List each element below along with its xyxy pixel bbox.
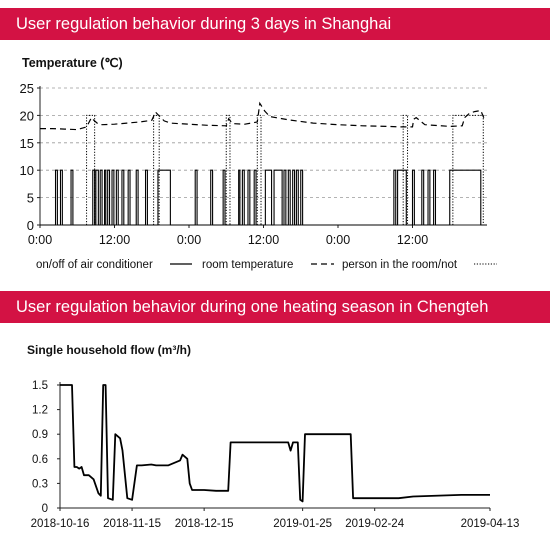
x-tick-label-5: 12:00 xyxy=(397,233,428,247)
y-tick-label-10: 10 xyxy=(20,163,34,178)
series-household-flow xyxy=(60,384,490,503)
y-tick-label-15: 15 xyxy=(20,136,34,151)
series-ac-onoff xyxy=(40,169,487,226)
y-tick-label-0: 0 xyxy=(27,218,34,233)
flow-y-tick-label-1.5: 1.5 xyxy=(32,380,48,392)
y-tick-label-5: 5 xyxy=(27,191,34,206)
x-tick-label-3: 12:00 xyxy=(248,233,279,247)
series-person-interval-3 xyxy=(256,114,262,225)
x-tick-label-4: 0:00 xyxy=(326,233,350,247)
flow-x-tick-label-5: 2019-04-13 xyxy=(461,518,520,530)
flow-y-tick-label-0.6: 0.6 xyxy=(32,454,48,466)
top-chart-y-axis-label: Temperature (℃) xyxy=(22,56,123,70)
flow-x-tick-label-4: 2019-02-24 xyxy=(345,518,404,530)
bottom-chart-y-axis-label: Single household flow (m³/h) xyxy=(27,343,191,357)
series-person-interval-1 xyxy=(153,114,160,225)
temperature-chart: 0 5 10 15 20 25 0:00 12:00 0:00 12:00 0:00 12:00 on/… xyxy=(20,81,497,271)
y-tick-label-25: 25 xyxy=(20,81,34,96)
flow-x-tick-label-0: 2018-10-16 xyxy=(31,518,90,530)
flow-x-tick-label-2: 2018-12-15 xyxy=(175,518,234,530)
flow-y-tick-label-0.9: 0.9 xyxy=(32,429,48,441)
legend-ac-label: on/off of air conditioner xyxy=(36,259,153,271)
flow-x-tick-label-3: 2019-01-25 xyxy=(273,518,332,530)
flow-y-tick-label-1.2: 1.2 xyxy=(32,405,48,417)
x-tick-label-0: 0:00 xyxy=(28,233,52,247)
flow-y-tick-label-0: 0 xyxy=(42,503,48,515)
y-tick-label-20: 20 xyxy=(20,108,34,123)
x-tick-label-2: 0:00 xyxy=(177,233,201,247)
flow-x-tick-label-1: 2018-11-15 xyxy=(103,518,161,530)
legend-person-label: person in the room/not xyxy=(342,259,458,271)
x-tick-label-1: 12:00 xyxy=(99,233,130,247)
top-panel-title: User regulation behavior during 3 days i… xyxy=(0,8,550,40)
bottom-panel-title: User regulation behavior during one heat… xyxy=(0,291,550,323)
series-person-interval-4 xyxy=(402,114,409,225)
legend-room-label: room temperature xyxy=(202,259,293,271)
series-room-temperature xyxy=(40,101,485,131)
flow-y-tick-label-0.3: 0.3 xyxy=(32,478,48,490)
series-person-interval-2 xyxy=(225,114,231,225)
